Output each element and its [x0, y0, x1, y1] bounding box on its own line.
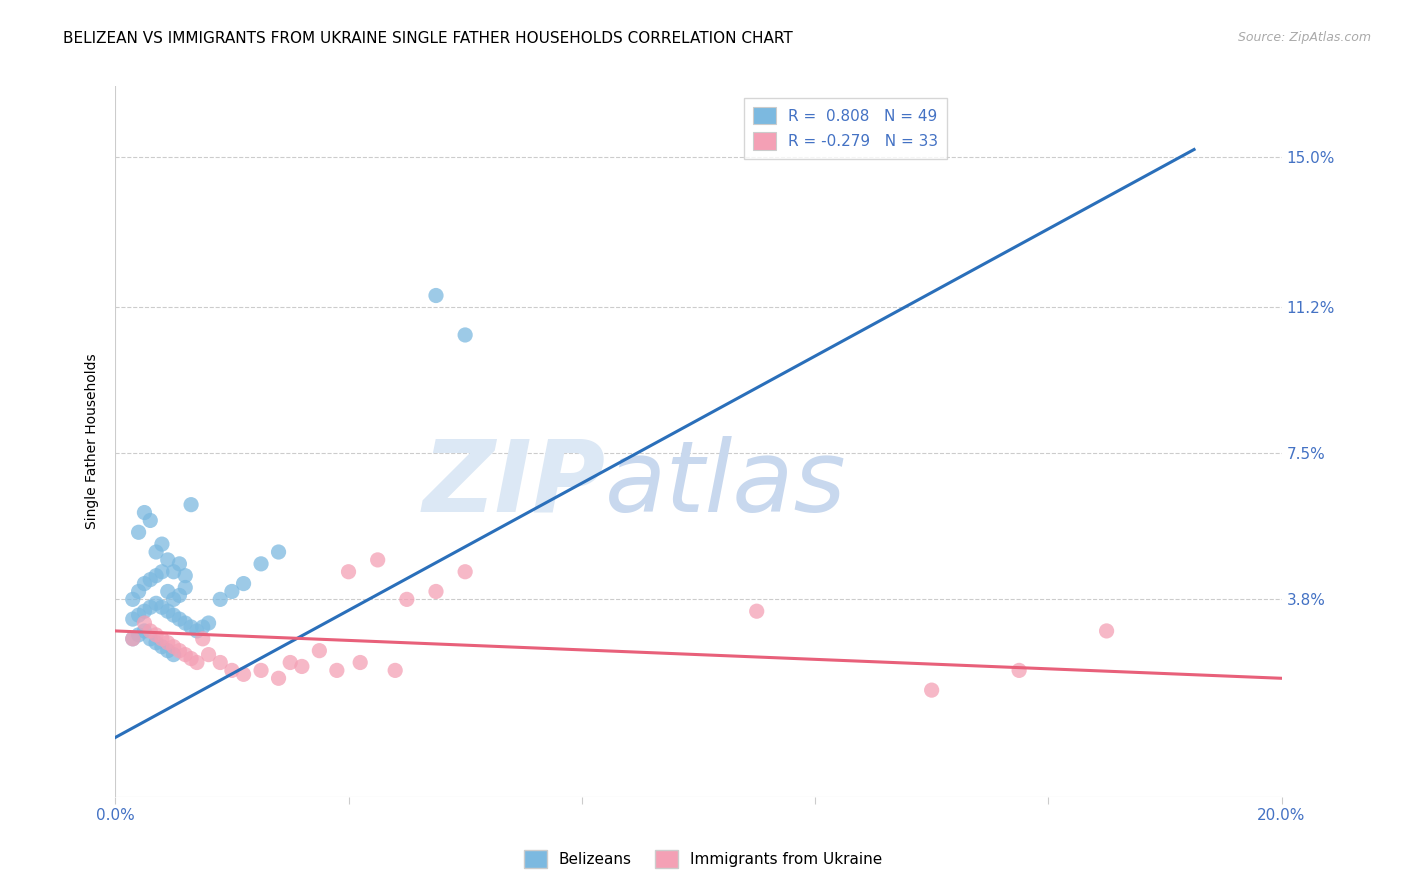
Point	[367, 553, 389, 567]
Point	[121, 612, 143, 626]
Point	[174, 581, 197, 595]
Point	[162, 565, 184, 579]
Point	[145, 596, 167, 610]
Point	[156, 604, 179, 618]
Point	[162, 608, 184, 623]
Point	[232, 667, 254, 681]
Text: Source: ZipAtlas.com: Source: ZipAtlas.com	[1237, 31, 1371, 45]
Point	[209, 592, 232, 607]
Point	[267, 545, 290, 559]
Point	[326, 664, 349, 678]
Point	[384, 664, 406, 678]
Point	[169, 557, 191, 571]
Point	[139, 632, 162, 646]
Point	[1008, 664, 1031, 678]
Point	[197, 648, 219, 662]
Legend: R =  0.808   N = 49, R = -0.279   N = 33: R = 0.808 N = 49, R = -0.279 N = 33	[744, 97, 948, 159]
Point	[145, 628, 167, 642]
Point	[162, 592, 184, 607]
Point	[169, 643, 191, 657]
Point	[162, 648, 184, 662]
Point	[134, 506, 156, 520]
Point	[745, 604, 768, 618]
Legend: Belizeans, Immigrants from Ukraine: Belizeans, Immigrants from Ukraine	[517, 844, 889, 873]
Point	[180, 620, 202, 634]
Point	[156, 636, 179, 650]
Point	[454, 328, 477, 343]
Point	[191, 632, 214, 646]
Point	[174, 615, 197, 630]
Point	[425, 584, 447, 599]
Point	[174, 568, 197, 582]
Point	[180, 651, 202, 665]
Point	[186, 624, 208, 638]
Point	[150, 537, 173, 551]
Point	[454, 565, 477, 579]
Point	[145, 545, 167, 559]
Point	[349, 656, 371, 670]
Point	[250, 664, 273, 678]
Text: BELIZEAN VS IMMIGRANTS FROM UKRAINE SINGLE FATHER HOUSEHOLDS CORRELATION CHART: BELIZEAN VS IMMIGRANTS FROM UKRAINE SING…	[63, 31, 793, 46]
Point	[134, 624, 156, 638]
Point	[921, 683, 943, 698]
Point	[337, 565, 360, 579]
Point	[128, 584, 150, 599]
Point	[145, 568, 167, 582]
Point	[250, 557, 273, 571]
Point	[232, 576, 254, 591]
Point	[180, 498, 202, 512]
Point	[139, 624, 162, 638]
Point	[139, 513, 162, 527]
Point	[425, 288, 447, 302]
Text: ZIP: ZIP	[422, 435, 605, 533]
Point	[128, 628, 150, 642]
Point	[156, 553, 179, 567]
Point	[145, 636, 167, 650]
Text: atlas: atlas	[605, 435, 846, 533]
Point	[134, 604, 156, 618]
Point	[174, 648, 197, 662]
Point	[162, 640, 184, 654]
Point	[121, 592, 143, 607]
Y-axis label: Single Father Households: Single Father Households	[86, 354, 100, 529]
Point	[150, 565, 173, 579]
Point	[197, 615, 219, 630]
Point	[1095, 624, 1118, 638]
Point	[156, 643, 179, 657]
Point	[150, 600, 173, 615]
Point	[191, 620, 214, 634]
Point	[291, 659, 314, 673]
Point	[186, 656, 208, 670]
Point	[128, 608, 150, 623]
Point	[308, 643, 330, 657]
Point	[221, 584, 243, 599]
Point	[156, 584, 179, 599]
Point	[139, 573, 162, 587]
Point	[134, 576, 156, 591]
Point	[267, 671, 290, 685]
Point	[209, 656, 232, 670]
Point	[121, 632, 143, 646]
Point	[395, 592, 418, 607]
Point	[134, 615, 156, 630]
Point	[150, 640, 173, 654]
Point	[150, 632, 173, 646]
Point	[121, 632, 143, 646]
Point	[128, 525, 150, 540]
Point	[169, 589, 191, 603]
Point	[139, 600, 162, 615]
Point	[278, 656, 301, 670]
Point	[221, 664, 243, 678]
Point	[169, 612, 191, 626]
